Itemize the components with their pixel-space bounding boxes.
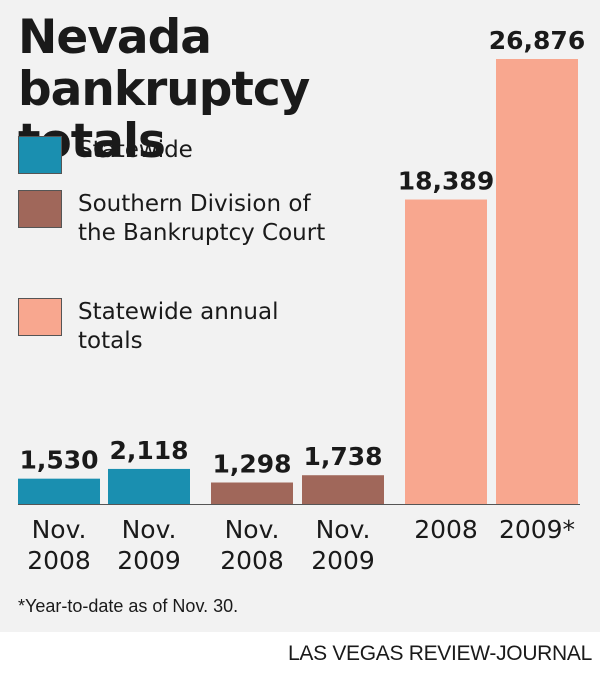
chart-panel: Nevada bankruptcy totals Statewide South… xyxy=(0,0,600,632)
value-label-2: 1,298 xyxy=(212,450,291,479)
legend-swatch-southern-division xyxy=(18,190,62,228)
value-label-5: 26,876 xyxy=(489,26,585,55)
bar-chart: 1,530Nov.20082,118Nov.20091,298Nov.20081… xyxy=(18,26,585,575)
category-label-4-0: 2008 xyxy=(414,515,478,544)
value-label-4: 18,389 xyxy=(398,167,494,196)
category-label-0-1: 2008 xyxy=(27,546,91,575)
category-label-5-0: 2009* xyxy=(499,515,575,544)
credit-line: LAS VEGAS REVIEW-JOURNAL xyxy=(288,642,592,665)
bar-5 xyxy=(496,59,578,504)
chart-title: Nevada bankruptcy totals xyxy=(18,10,310,169)
legend-label-southern-division: Southern Division of the Bankruptcy Cour… xyxy=(78,191,326,246)
footnote: *Year-to-date as of Nov. 30. xyxy=(18,596,239,616)
value-label-3: 1,738 xyxy=(303,442,382,471)
bar-2 xyxy=(211,482,293,504)
bar-0 xyxy=(18,478,100,504)
legend-swatch-annual-totals xyxy=(18,298,62,336)
category-label-3-1: 2009 xyxy=(311,546,375,575)
category-label-2-1: 2008 xyxy=(220,546,284,575)
legend-label-statewide: Statewide xyxy=(78,137,193,163)
legend-swatch-statewide xyxy=(18,136,62,174)
category-label-1-1: 2009 xyxy=(117,546,181,575)
category-label-0-0: Nov. xyxy=(32,515,87,544)
legend-label-annual-totals: Statewide annual totals xyxy=(78,299,279,354)
category-label-1-0: Nov. xyxy=(122,515,177,544)
bar-4 xyxy=(405,199,487,505)
value-label-0: 1,530 xyxy=(19,446,98,475)
value-label-1: 2,118 xyxy=(109,436,188,465)
bar-1 xyxy=(108,468,190,504)
category-label-2-0: Nov. xyxy=(225,515,280,544)
bar-3 xyxy=(302,475,384,504)
category-label-3-0: Nov. xyxy=(316,515,371,544)
